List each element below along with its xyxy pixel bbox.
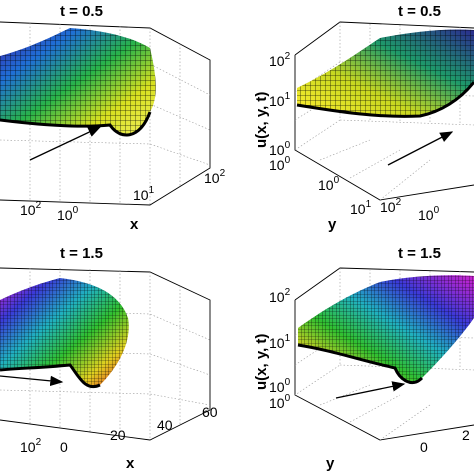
extra-tick: 100 [418,205,440,223]
surface-edge [297,343,424,384]
y-tick: 102 [20,200,42,218]
grid-lines [294,22,474,151]
surface-mesh [0,278,129,387]
surface-mesh [0,28,156,135]
x-axis-label: y [328,216,337,233]
z-axis-label: u(x, y, t) [253,92,270,148]
x-tick: 101 [350,199,372,217]
arrow [335,381,406,399]
x-tick: 60 [202,404,218,420]
z-tick: 100 [269,377,291,395]
panel-bottom-left: t = 1.5 0 20 40 60 102 x [0,245,218,472]
z-tick: 102 [269,51,291,69]
z-tick: 100 [269,140,291,158]
x-tick: 0 [420,439,428,455]
arrow [387,131,454,166]
x-tick: 20 [110,427,126,443]
x-axis-label: x [130,216,139,233]
arrow [0,375,64,387]
x-tick: 102 [380,197,402,215]
x-axis-label: y [326,455,335,472]
panel-top-right: t = 0.5 u(x, y, t) 102 101 100 100 100 1… [253,3,474,233]
extra-tick: 100 [269,393,291,411]
x-tick: 102 [204,168,226,186]
x-tick: 100 [57,205,79,223]
x-axis-label: x [126,455,135,472]
z-tick: 102 [269,287,291,305]
y-tick: 102 [20,437,42,455]
x-tick: 0 [60,439,68,455]
surface-edge [0,111,152,137]
panel-title: t = 0.5 [60,3,103,20]
panel-top-left: t = 0.5 100 101 102 102 x [0,3,226,233]
arrow [29,126,102,161]
axis-box [0,267,211,441]
axis-box [0,21,211,206]
surface-edge [296,81,474,118]
panel-title: t = 1.5 [60,245,103,262]
x-tick: 100 [318,175,340,193]
z-tick: 101 [269,333,291,351]
x-tick: 2 [462,427,470,443]
panel-title: t = 1.5 [398,245,441,262]
panel-bottom-right: t = 1.5 u(x, y, t) 102 101 100 100 0 2 y [253,245,474,472]
extra-tick: 100 [269,155,291,173]
surface-edge [0,363,101,389]
x-tick: 101 [133,185,155,203]
z-axis-label: u(x, y, t) [253,334,270,390]
surface-mesh [297,29,474,117]
z-tick: 101 [269,91,291,109]
x-tick: 40 [157,417,173,433]
panel-title: t = 0.5 [398,3,441,20]
surface-mesh [298,275,474,383]
